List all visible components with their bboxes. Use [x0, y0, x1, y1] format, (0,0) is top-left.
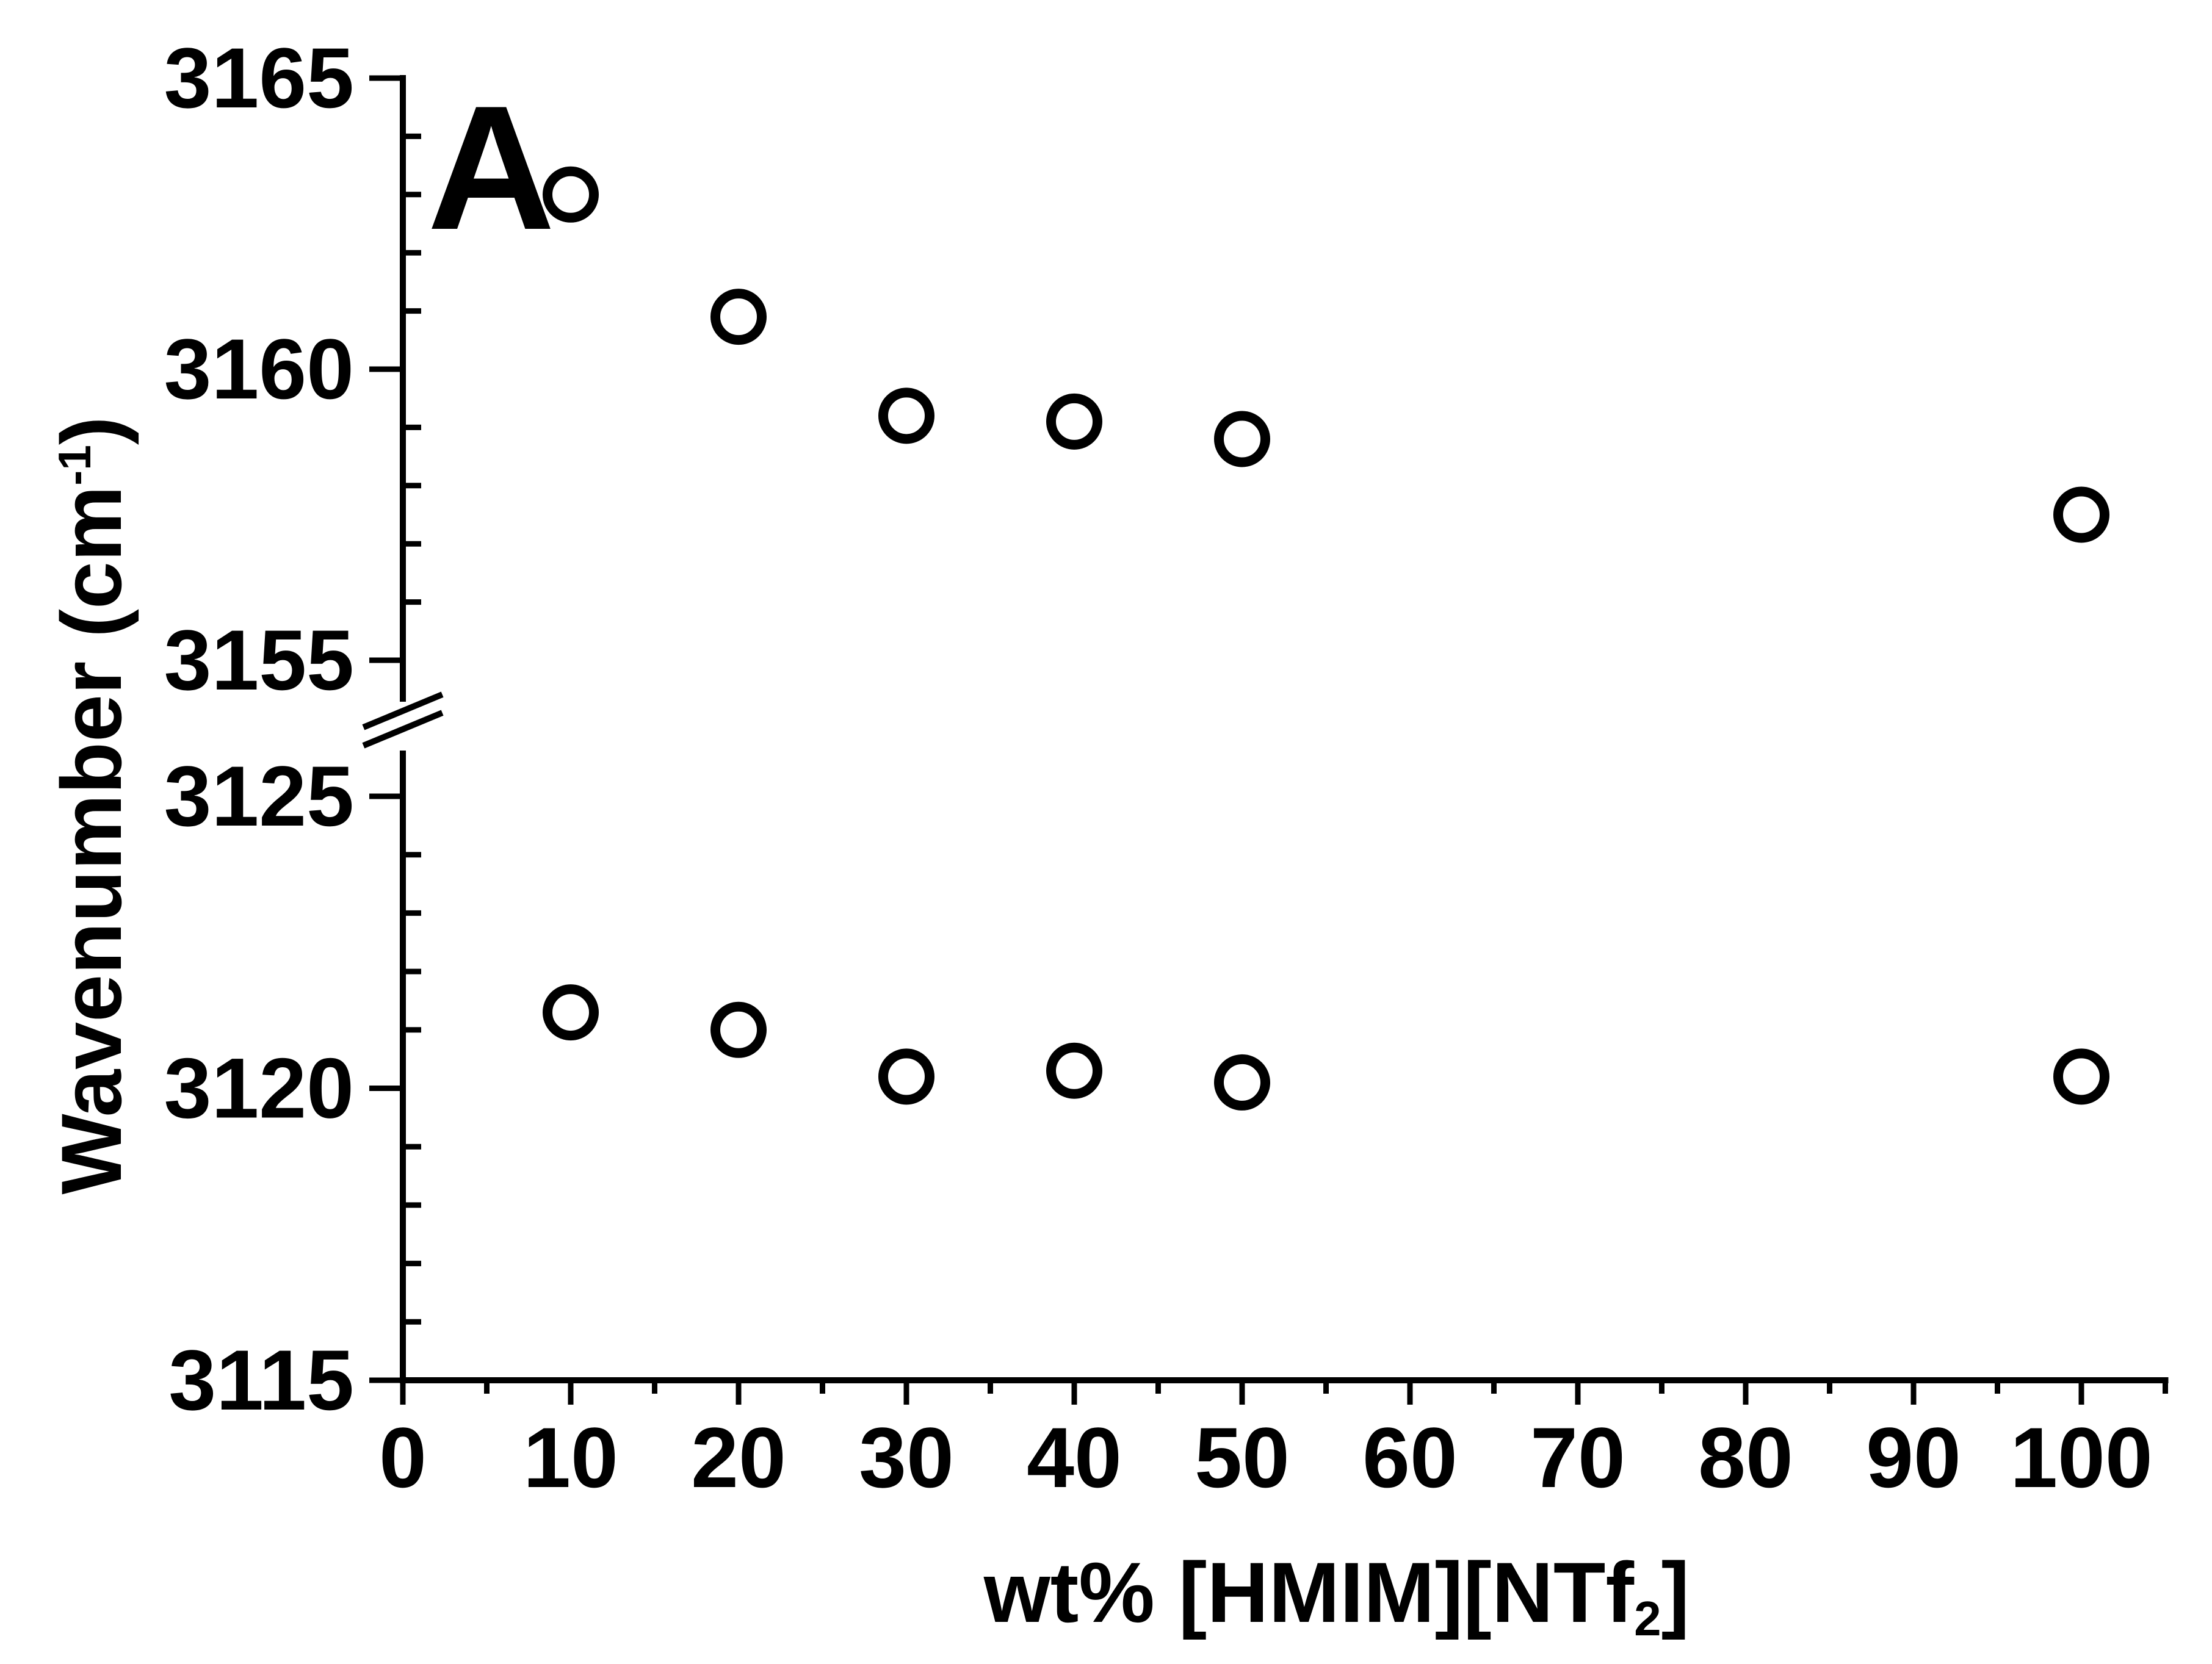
y-tick-label: 3160 [164, 321, 354, 417]
data-point [710, 1001, 767, 1058]
data-point [878, 1048, 934, 1105]
data-point [1046, 1042, 1102, 1099]
y-axis-title-end: ) [43, 416, 139, 445]
x-tick-label: 40 [1027, 1410, 1122, 1505]
data-point [1214, 1054, 1270, 1111]
x-tick-label: 70 [1530, 1410, 1625, 1505]
x-tick-label: 30 [859, 1410, 954, 1505]
data-point [2053, 486, 2109, 543]
tick-labels: 3165 3160 3155 3125 3120 3115 0 10 20 30 40 50 60 70 8… [164, 30, 2153, 1505]
data-point [1214, 411, 1270, 467]
x-tick-label: 100 [2010, 1410, 2153, 1505]
x-tick-label: 90 [1866, 1410, 1961, 1505]
axis-break-mark [362, 691, 444, 730]
x-axis-title-end: ] [1661, 1544, 1690, 1640]
panel-label: A [427, 69, 555, 267]
data-point [2053, 1048, 2109, 1105]
data-points [543, 166, 2109, 1111]
y-tick-label: 3155 [164, 612, 354, 708]
data-point [710, 289, 767, 345]
x-tick-label: 20 [691, 1410, 786, 1505]
data-point [543, 984, 599, 1041]
y-axis-title-text: Wavenumber (cm [43, 486, 139, 1195]
y-tick-label: 3125 [164, 748, 354, 844]
y-tick-label: 3115 [168, 1332, 354, 1428]
x-axis-title: wt% [HMIM][NTf2] [983, 1544, 1690, 1646]
axes [362, 75, 2169, 1383]
y-axis-title-superscript: -1 [49, 445, 100, 486]
y-axis-title: Wavenumber (cm-1) [43, 416, 139, 1194]
x-tick-label: 60 [1362, 1410, 1458, 1505]
x-tick-label: 80 [1698, 1410, 1793, 1505]
y-tick-label: 3165 [164, 30, 354, 126]
axis-break-mark [362, 710, 444, 749]
tick-marks [369, 75, 2168, 1405]
x-axis-title-text: wt% [HMIM][NTf [983, 1544, 1635, 1640]
data-point [1046, 393, 1102, 450]
x-tick-label: 50 [1195, 1410, 1290, 1505]
x-tick-label: 10 [523, 1410, 618, 1505]
data-point [543, 166, 599, 223]
x-axis-title-subscript: 2 [1634, 1591, 1661, 1646]
y-tick-label: 3120 [164, 1040, 354, 1136]
data-point [878, 387, 934, 444]
x-tick-label: 0 [379, 1410, 427, 1505]
